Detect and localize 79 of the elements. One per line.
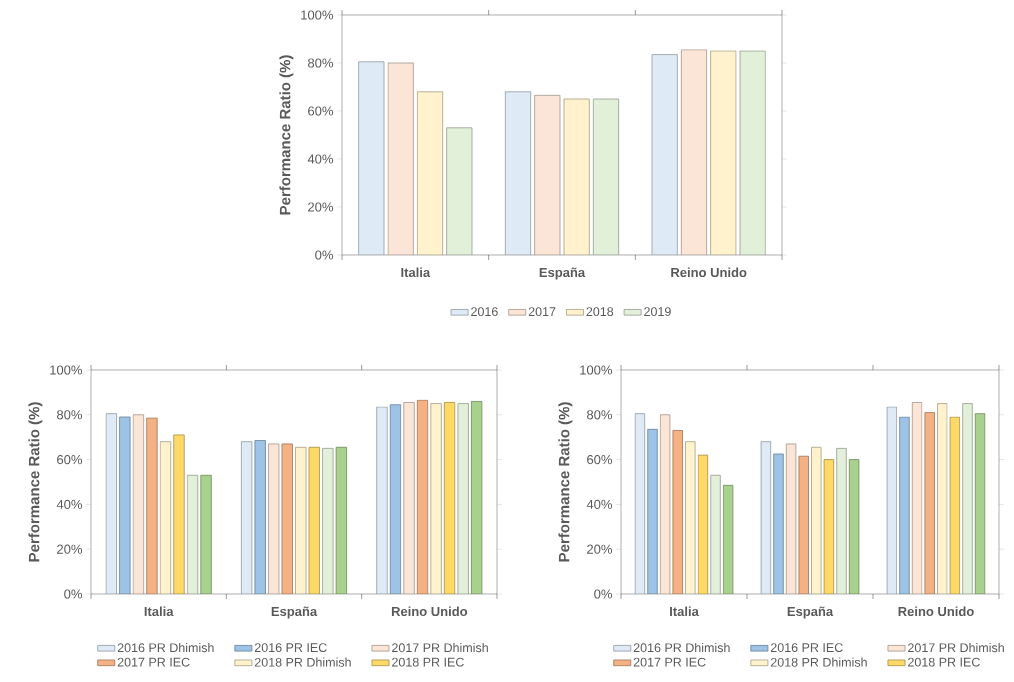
bar <box>962 403 973 594</box>
y-tick-label: 60% <box>587 454 613 465</box>
legend-label: 2018 PR Dhimish <box>254 657 351 667</box>
x-tick-label: Reino Unido <box>671 267 747 278</box>
bar <box>651 54 678 255</box>
y-tick-label: 60% <box>57 454 83 465</box>
bar <box>534 94 561 255</box>
bar <box>416 91 444 255</box>
x-tick-label: España <box>539 267 586 280</box>
bar <box>697 454 709 594</box>
legend-label: 2017 PR IEC <box>633 657 706 667</box>
legend-label: 2018 PR Dhimish <box>770 657 867 667</box>
y-tick-label: 20% <box>587 544 613 554</box>
bar <box>710 474 721 594</box>
bar <box>710 50 737 255</box>
bar <box>446 127 473 255</box>
bar <box>504 91 532 255</box>
bar <box>146 417 158 594</box>
bar <box>358 61 385 255</box>
legend-label: 2018 <box>586 307 614 317</box>
y-tick-label: 40% <box>307 154 334 164</box>
bar <box>773 453 784 594</box>
bar <box>200 474 212 594</box>
y-tick-label: 0% <box>594 589 613 599</box>
bar <box>376 406 388 594</box>
x-tick-label: España <box>271 606 318 619</box>
bar <box>739 50 766 255</box>
y-tick-label: 0% <box>315 250 334 260</box>
bar <box>949 416 961 594</box>
bar <box>387 62 414 255</box>
y-tick-label: 100% <box>580 365 613 375</box>
y-tick-label: 100% <box>301 10 334 20</box>
bar <box>659 414 671 594</box>
x-tick-label: Reino Unido <box>898 606 974 617</box>
legend-label: 2017 PR IEC <box>117 657 190 667</box>
y-tick-label: 40% <box>586 499 613 509</box>
bar <box>785 443 797 594</box>
legend-label: 2016 PR Dhimish <box>633 642 730 653</box>
bar <box>680 49 708 255</box>
bar <box>173 434 185 594</box>
bar <box>403 402 415 594</box>
x-tick-label: Italia <box>670 606 699 617</box>
x-tick-label: España <box>787 606 834 619</box>
y-tick-label: 20% <box>57 544 83 554</box>
legend-label: 2018 PR IEC <box>908 657 980 667</box>
bar <box>430 403 442 594</box>
bar <box>592 98 620 255</box>
y-axis-title: Performance Ratio (%) <box>558 402 573 562</box>
bar <box>823 459 835 594</box>
y-tick-label: 20% <box>308 202 334 212</box>
bar <box>563 98 590 255</box>
y-tick-label: 80% <box>587 410 613 420</box>
y-tick-label: 80% <box>57 410 83 420</box>
legend-label: 2018 PR IEC <box>392 657 464 667</box>
y-tick-label: 40% <box>56 499 83 509</box>
bar <box>899 416 910 594</box>
y-axis-title: Performance Ratio (%) <box>28 402 43 562</box>
bar <box>647 428 658 594</box>
bar <box>836 447 847 594</box>
bar <box>634 413 646 594</box>
legend-label: 2017 PR Dhimish <box>908 642 1004 653</box>
legend-label: 2016 <box>471 307 498 317</box>
x-tick-label: Reino Unido <box>391 606 468 617</box>
y-tick-label: 80% <box>308 58 334 68</box>
x-tick-label: Italia <box>401 267 431 278</box>
bar <box>886 406 898 594</box>
legend-label: 2017 PR Dhimish <box>392 642 488 653</box>
bar <box>911 402 923 594</box>
legend-label: 2016 PR IEC <box>770 643 843 652</box>
bar <box>760 441 772 594</box>
legend-label: 2016 PR Dhimish <box>117 642 214 653</box>
y-tick-label: 60% <box>308 106 334 116</box>
legend-label: 2017 <box>528 307 556 317</box>
x-tick-label: Italia <box>144 606 174 617</box>
y-tick-label: 0% <box>64 589 83 599</box>
y-tick-label: 100% <box>50 365 83 375</box>
y-axis-title: Performance Ratio (%) <box>279 55 294 215</box>
legend-label: 2019 <box>644 307 671 317</box>
legend-label: 2016 PR IEC <box>254 643 327 652</box>
